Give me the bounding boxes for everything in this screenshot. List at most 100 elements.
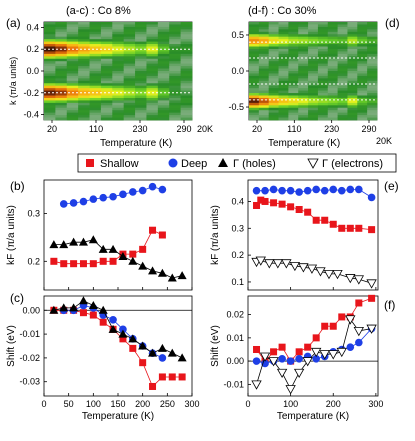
heatmap-cell: [89, 66, 102, 69]
heatmap-cell: [89, 100, 102, 104]
panel-letter-a: (a): [6, 16, 21, 30]
heatmap-cell: [249, 58, 260, 62]
heatmap-cell: [249, 93, 260, 96]
heatmap-cell: [268, 71, 279, 74]
heatmap-cell: [278, 34, 289, 38]
heatmap-cell: [157, 71, 170, 74]
heatmap-cell: [66, 102, 79, 106]
heatmap-cell: [298, 115, 309, 118]
heatmap-cell: [367, 80, 378, 84]
legend-label-holes: Γ (holes): [233, 158, 276, 170]
heatmap-cell: [278, 29, 289, 33]
heatmap-cell: [278, 73, 289, 77]
heatmap-cell: [367, 97, 378, 101]
heatmap-cell: [55, 39, 68, 42]
heatmap-cell: [157, 107, 170, 111]
heatmap-cell: [278, 66, 289, 69]
heatmap-cell: [169, 117, 182, 121]
heatmap-cell: [100, 58, 113, 62]
heatmap-cell: [89, 68, 102, 72]
data-point-square: [79, 260, 87, 268]
heatmap-cell: [66, 107, 79, 111]
heatmap-cell: [112, 31, 125, 35]
heatmap-cell: [44, 51, 56, 55]
ytick-label: -0.5: [228, 102, 244, 112]
heatmap-cell: [258, 39, 270, 42]
heatmap-cell: [337, 61, 348, 65]
heatmap-cell: [123, 110, 136, 114]
heatmap-cell: [347, 115, 358, 118]
heatmap-cell: [249, 44, 260, 47]
heatmap-cell: [135, 22, 147, 25]
data-point-square: [129, 250, 137, 258]
heatmap-cell: [308, 75, 319, 79]
heatmap-cell: [146, 53, 159, 57]
data-point-circle: [109, 316, 117, 324]
heatmap-cell: [249, 66, 260, 69]
panel-letter-f: (f): [384, 298, 395, 312]
data-point-square: [119, 335, 127, 343]
heatmap-cell: [268, 41, 279, 45]
heatmap-cell: [135, 73, 147, 77]
heatmap-cell: [157, 29, 170, 33]
heatmap-cell: [66, 24, 79, 28]
heatmap-cell: [327, 107, 339, 111]
heatmap-cell: [112, 61, 125, 65]
heatmap-cell: [78, 58, 90, 62]
heatmap-cell: [44, 75, 56, 79]
ytick-label: 0.4: [26, 22, 39, 32]
heatmap-cell: [317, 53, 329, 57]
data-point-triangle-down: [311, 347, 322, 358]
heatmap-cell: [367, 105, 378, 109]
xtick-label: 300: [368, 399, 383, 409]
heatmap-cell: [268, 29, 279, 33]
data-point-triangle-up: [59, 303, 69, 312]
heatmap-cell: [288, 44, 299, 47]
data-point-square: [295, 348, 303, 356]
heatmap-cell: [100, 48, 113, 52]
data-point-triangle-up: [78, 296, 88, 305]
heatmap-cell: [78, 48, 90, 52]
heatmap-cell: [268, 51, 279, 55]
heatmap-cell: [298, 51, 309, 55]
heatmap-cell: [55, 100, 68, 104]
heatmap-cell: [44, 85, 56, 89]
heatmap-cell: [308, 58, 319, 62]
heatmap-cell: [258, 71, 270, 74]
heatmap-cell: [146, 63, 159, 67]
data-point-triangle-up: [157, 343, 167, 352]
heatmap-cell: [347, 36, 358, 40]
heatmap-cell: [169, 85, 182, 89]
heatmap-cell: [337, 46, 348, 50]
heatmap-cell: [308, 53, 319, 57]
heatmap-cell: [288, 48, 299, 52]
heatmap-cell: [135, 78, 147, 82]
heatmap-cell: [100, 46, 113, 50]
heatmap-cell: [317, 68, 329, 72]
heatmap-cell: [258, 48, 270, 52]
heatmap-cell: [298, 63, 309, 67]
heatmap-cell: [249, 51, 260, 55]
data-point-triangle-up: [78, 237, 88, 246]
heatmap-cell: [327, 29, 339, 33]
heatmap-cell: [89, 97, 102, 101]
heatmap-cell: [44, 34, 56, 38]
heatmap-cell: [258, 53, 270, 57]
data-point-triangle-up: [49, 305, 59, 314]
data-point-square: [329, 220, 337, 228]
data-point-square: [355, 224, 363, 232]
heatmap-cell: [180, 61, 193, 65]
heatmap-cell: [169, 63, 182, 67]
heatmap-cell: [146, 24, 159, 28]
heatmap-cell: [357, 71, 368, 74]
heatmap-cell: [258, 78, 270, 82]
heatmap-cell: [308, 105, 319, 109]
heatmap-cell: [278, 95, 289, 99]
data-point-triangle-up: [118, 329, 128, 338]
heatmap-cell: [44, 73, 56, 77]
heatmap-cell: [169, 39, 182, 42]
heatmap-cell: [100, 93, 113, 96]
heatmap-cell: [112, 93, 125, 96]
heatmap-cell: [327, 83, 339, 87]
heatmap-cell: [135, 36, 147, 40]
